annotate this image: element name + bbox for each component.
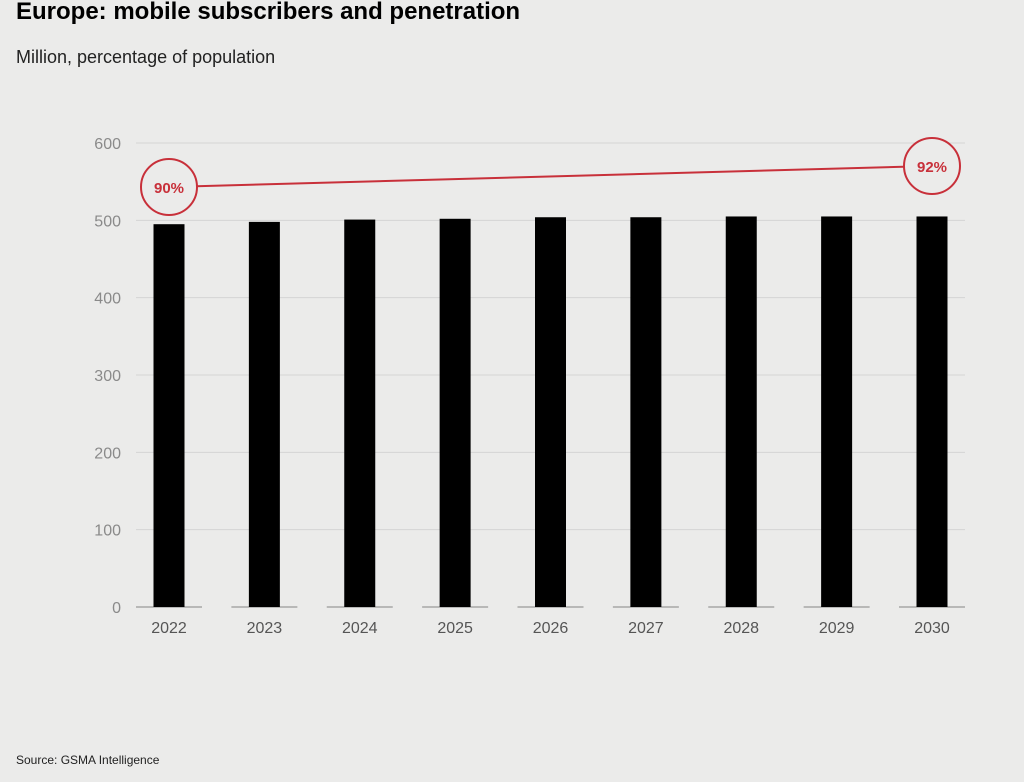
chart-subtitle: Million, percentage of population <box>16 47 276 67</box>
bar-2029 <box>821 216 853 607</box>
x-tick-label: 2027 <box>628 620 664 637</box>
y-tick-label: 600 <box>94 136 121 153</box>
bar-2022 <box>153 224 185 607</box>
bars <box>153 216 948 608</box>
y-tick-label: 400 <box>94 291 121 308</box>
bar-2025 <box>439 218 471 607</box>
bar-2030 <box>916 216 948 607</box>
penetration-label: 92% <box>917 159 947 176</box>
x-tick-label: 2029 <box>819 620 855 637</box>
x-tick-label: 2023 <box>247 620 283 637</box>
bar-2023 <box>248 221 280 607</box>
bar-2024 <box>344 219 376 607</box>
x-tick-label: 2026 <box>533 620 569 637</box>
penetration-marker <box>903 137 961 195</box>
y-tick-label: 500 <box>94 213 121 230</box>
penetration-marker <box>140 158 198 216</box>
y-tick-label: 200 <box>94 445 121 462</box>
bar-2026 <box>535 217 566 608</box>
source-note: Source: GSMA Intelligence <box>16 753 160 767</box>
x-tick-label: 2024 <box>342 620 378 637</box>
bar-2028 <box>725 216 757 607</box>
y-tick-label: 100 <box>94 523 121 540</box>
penetration-label: 90% <box>154 180 184 197</box>
chart-title: Europe: mobile subscribers and penetrati… <box>16 0 521 25</box>
y-axis-ticks: 0 100 200 300 400 500 600 <box>94 136 121 617</box>
penetration-line: 90% 92% <box>140 137 961 216</box>
penetration-line-segment <box>168 165 933 188</box>
x-tick-label: 2030 <box>914 620 950 637</box>
x-axis-labels: 2022 2023 2024 2025 2026 2027 2028 2029 2030 <box>151 620 950 637</box>
y-tick-label: 0 <box>112 600 121 617</box>
x-tick-label: 2022 <box>151 620 187 637</box>
bar-2027 <box>630 217 662 608</box>
y-tick-label: 300 <box>94 368 121 385</box>
x-tick-label: 2028 <box>723 620 759 637</box>
x-tick-label: 2025 <box>437 620 473 637</box>
